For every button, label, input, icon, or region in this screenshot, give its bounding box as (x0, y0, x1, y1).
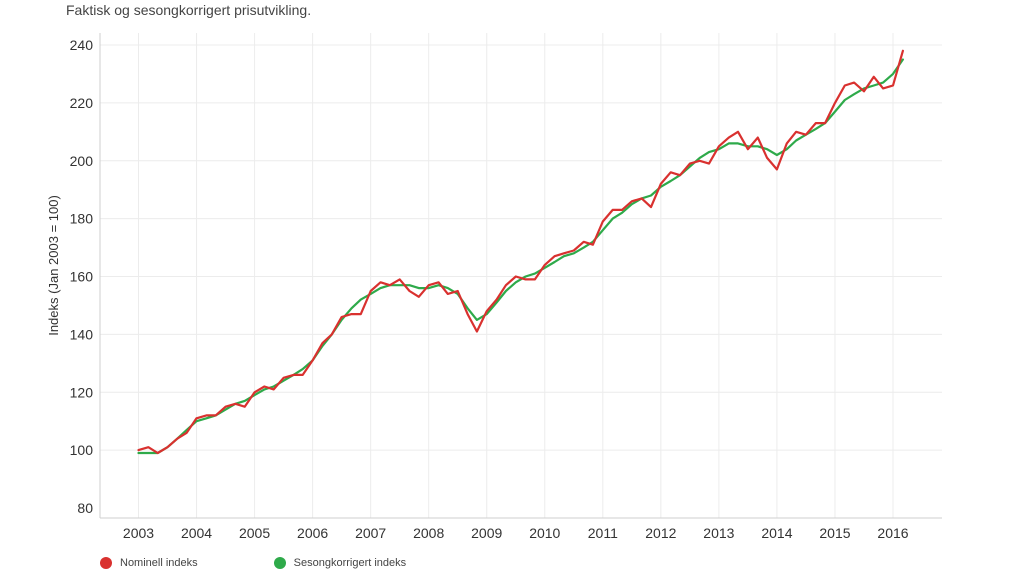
x-tick-label: 2004 (181, 525, 212, 541)
legend-item-sesongkorrigert: Sesongkorrigert indeks (273, 557, 407, 569)
y-tick-label: 180 (70, 211, 94, 227)
chart-subtitle: Faktisk og sesongkorrigert prisutvikling… (66, 2, 312, 18)
line-chart: 80 100 120 140 160 180 200 220 240 2003 2004 2005 20… (46, 33, 942, 541)
series-line-nominell (137, 49, 905, 455)
x-tick-label: 2015 (819, 525, 850, 541)
series-line-sesongkorrigert (137, 58, 905, 455)
x-tick-label: 2003 (123, 525, 154, 541)
x-tick-label: 2007 (355, 525, 386, 541)
legend-marker-nominell (100, 557, 112, 569)
grid (100, 33, 942, 518)
x-tick-label: 2014 (761, 525, 792, 541)
x-tick-label: 2016 (877, 525, 908, 541)
legend-marker-sesongkorrigert (273, 557, 286, 569)
legend-label-sesongkorrigert: Sesongkorrigert indeks (293, 557, 407, 569)
y-tick-label: 80 (77, 500, 93, 516)
y-tick-label: 240 (70, 37, 94, 53)
y-tick-label: 220 (70, 95, 94, 111)
legend: Nominell indeks Sesongkorrigert indeks (100, 557, 482, 569)
y-tick-label: 140 (70, 326, 94, 342)
legend-label-nominell: Nominell indeks (120, 557, 198, 569)
y-tick-label: 200 (70, 153, 94, 169)
y-tick-label: 160 (70, 269, 94, 285)
legend-item-nominell: Nominell indeks (100, 557, 198, 569)
x-tick-label: 2012 (645, 525, 676, 541)
y-axis-label: Indeks (Jan 2003 = 100) (46, 195, 61, 336)
y-tick-label: 120 (70, 384, 94, 400)
x-tick-label: 2009 (471, 525, 502, 541)
y-tick-label: 100 (70, 442, 94, 458)
x-tick-label: 2005 (239, 525, 270, 541)
x-tick-label: 2010 (529, 525, 560, 541)
x-tick-label: 2013 (703, 525, 734, 541)
series-lines (137, 49, 905, 455)
axes: 80 100 120 140 160 180 200 220 240 2003 2004 2005 20… (70, 33, 942, 541)
x-tick-label: 2006 (297, 525, 328, 541)
x-tick-label: 2008 (413, 525, 444, 541)
x-tick-label: 2011 (588, 525, 618, 541)
